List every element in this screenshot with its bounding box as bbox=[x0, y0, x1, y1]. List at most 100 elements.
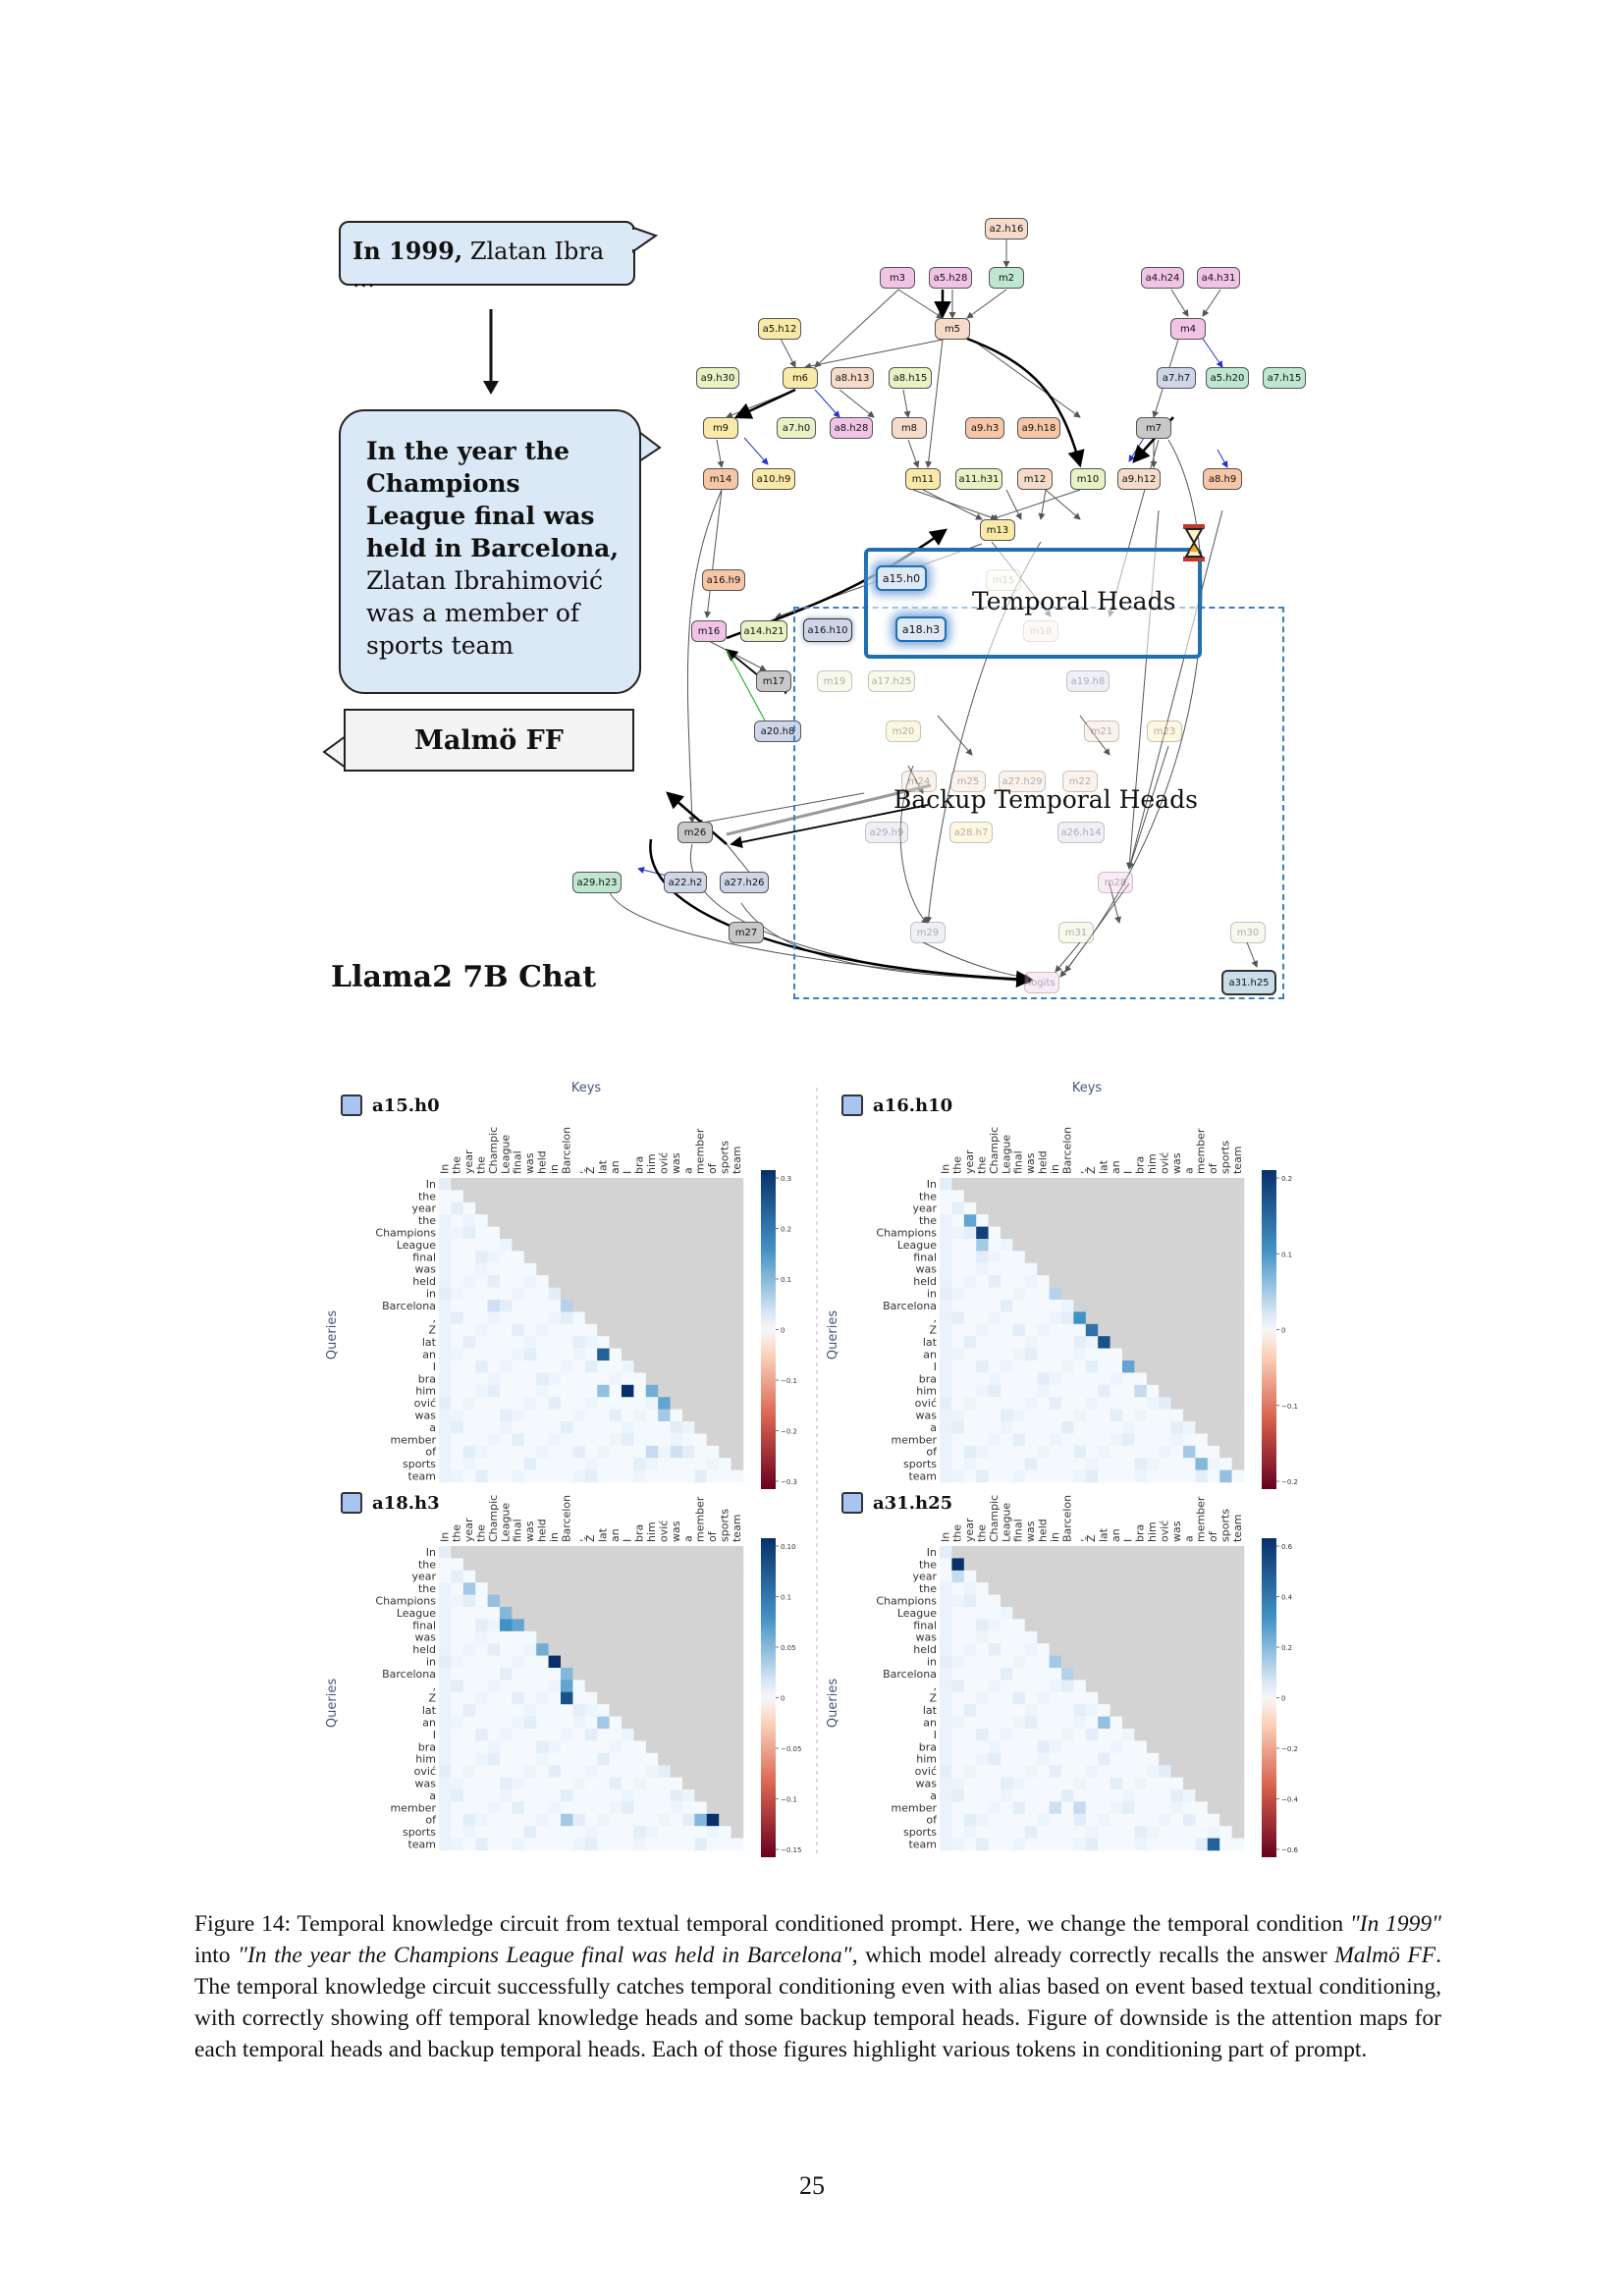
heat-cell bbox=[731, 1789, 744, 1802]
heat-cell bbox=[1183, 1789, 1196, 1802]
heat-cell bbox=[1098, 1275, 1110, 1288]
heat-cell bbox=[1098, 1826, 1110, 1839]
heat-cell bbox=[940, 1777, 952, 1790]
heat-cell bbox=[976, 1716, 989, 1730]
heat-cell bbox=[1183, 1619, 1196, 1632]
heat-cell bbox=[976, 1372, 989, 1386]
heat-cell bbox=[609, 1287, 623, 1301]
heat-cell bbox=[500, 1801, 513, 1815]
heat-cell bbox=[1207, 1433, 1220, 1447]
heat-cell bbox=[1061, 1178, 1074, 1191]
heat-cell bbox=[487, 1777, 501, 1790]
heat-cell bbox=[462, 1838, 476, 1851]
heat-cell bbox=[940, 1729, 952, 1741]
heat-cell bbox=[1122, 1323, 1135, 1337]
heat-cell bbox=[1134, 1226, 1148, 1240]
heat-cell bbox=[1001, 1546, 1013, 1559]
heat-cell bbox=[719, 1348, 731, 1362]
heat-cell bbox=[988, 1752, 1001, 1766]
node-m24: m24 bbox=[901, 771, 937, 792]
query-tick-label: final bbox=[412, 1251, 436, 1263]
query-tick-label: In bbox=[426, 1178, 436, 1191]
heat-cell bbox=[694, 1262, 708, 1276]
heat-cell bbox=[1170, 1752, 1184, 1766]
heat-cell bbox=[719, 1546, 731, 1559]
heat-cell bbox=[1219, 1838, 1232, 1851]
key-tick-label: League bbox=[1000, 1503, 1012, 1542]
heat-cell bbox=[1146, 1214, 1160, 1227]
heat-cell bbox=[475, 1643, 488, 1656]
key-tick-label: in bbox=[1049, 1164, 1061, 1174]
heat-cell bbox=[1098, 1546, 1110, 1559]
heat-cell bbox=[1122, 1813, 1135, 1827]
heat-cell bbox=[1122, 1655, 1135, 1669]
heat-cell bbox=[1061, 1558, 1074, 1572]
heat-cell bbox=[500, 1607, 513, 1620]
heat-cell bbox=[1001, 1691, 1013, 1705]
key-tick-label: in bbox=[1049, 1532, 1061, 1542]
heat-cell bbox=[731, 1704, 744, 1717]
query-tick-label: League bbox=[897, 1607, 937, 1620]
key-tick-label: the bbox=[976, 1156, 989, 1174]
heat-cell bbox=[719, 1262, 731, 1276]
key-tick-label: Champic bbox=[988, 1495, 1001, 1542]
heat-cell bbox=[1146, 1348, 1160, 1362]
heat-cell bbox=[548, 1251, 562, 1264]
node-m22: m22 bbox=[1062, 771, 1098, 792]
heat-cell bbox=[731, 1262, 744, 1276]
heat-cell bbox=[1073, 1445, 1087, 1459]
heat-cell bbox=[1012, 1323, 1026, 1337]
heat-cell bbox=[645, 1655, 659, 1669]
heat-cell bbox=[1231, 1582, 1245, 1595]
heat-cell bbox=[706, 1311, 720, 1325]
heat-cell bbox=[548, 1311, 562, 1325]
hourglass-icon bbox=[1183, 524, 1205, 561]
heat-cell bbox=[976, 1251, 989, 1264]
heat-cell bbox=[633, 1558, 647, 1572]
heat-cell bbox=[523, 1729, 537, 1741]
heat-cell bbox=[622, 1397, 634, 1410]
query-tick-label: ović bbox=[414, 1765, 436, 1778]
heat-cell bbox=[1183, 1336, 1196, 1349]
heat-cell bbox=[670, 1594, 683, 1608]
heat-cell bbox=[731, 1433, 744, 1447]
heat-cell bbox=[1159, 1372, 1171, 1386]
heat-cell bbox=[1037, 1178, 1050, 1191]
heat-cell bbox=[682, 1421, 695, 1434]
heat-cell bbox=[633, 1201, 647, 1215]
heat-cell bbox=[475, 1594, 488, 1608]
heat-cell bbox=[500, 1190, 513, 1203]
heat-cell bbox=[475, 1619, 488, 1632]
heat-cell bbox=[658, 1668, 671, 1681]
heat-cell bbox=[500, 1251, 513, 1264]
heat-cell bbox=[548, 1226, 562, 1240]
heat-cell bbox=[963, 1226, 977, 1240]
heat-cell bbox=[523, 1789, 537, 1802]
heat-cell bbox=[1110, 1643, 1123, 1656]
heat-cell bbox=[988, 1336, 1001, 1349]
heat-cell bbox=[951, 1582, 965, 1595]
heat-cell bbox=[1183, 1361, 1196, 1373]
heat-cell bbox=[536, 1262, 549, 1276]
heat-cell bbox=[682, 1570, 695, 1583]
heat-cell bbox=[1207, 1214, 1220, 1227]
heat-cell bbox=[1037, 1691, 1050, 1705]
heat-cell bbox=[940, 1190, 952, 1203]
query-tick-label: the bbox=[418, 1214, 436, 1227]
heat-cell bbox=[1207, 1458, 1220, 1470]
heat-cell bbox=[706, 1397, 720, 1410]
heat-cell bbox=[561, 1433, 573, 1447]
heat-cell bbox=[1159, 1668, 1171, 1681]
heat-cell bbox=[572, 1801, 586, 1815]
heat-cell bbox=[1037, 1239, 1050, 1252]
heat-cell bbox=[622, 1409, 634, 1422]
heat-cell bbox=[1183, 1251, 1196, 1264]
heat-cell bbox=[1170, 1214, 1184, 1227]
heat-cell bbox=[1219, 1789, 1232, 1802]
heat-cell bbox=[1122, 1300, 1135, 1312]
heat-cell bbox=[561, 1789, 573, 1802]
heat-cell bbox=[731, 1643, 744, 1656]
heat-cell bbox=[1085, 1469, 1099, 1483]
heat-cell bbox=[1231, 1752, 1245, 1766]
heat-cell bbox=[1061, 1668, 1074, 1681]
